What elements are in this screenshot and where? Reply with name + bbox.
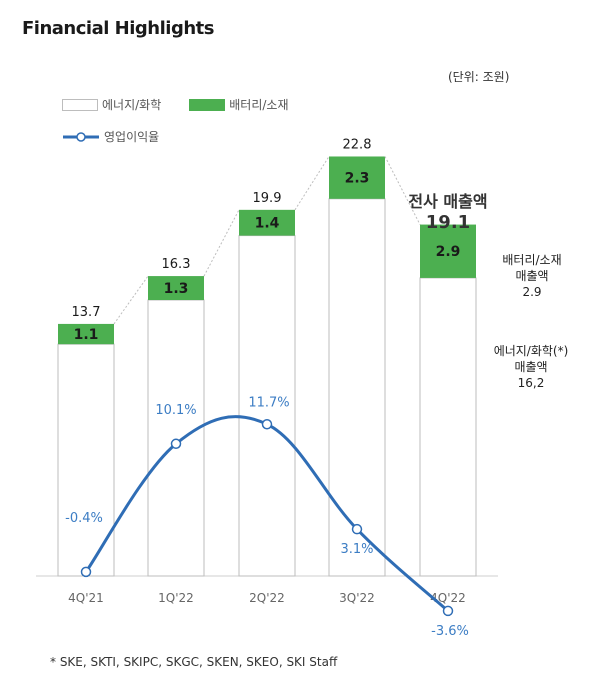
x-tick-label-4: 4Q'22 <box>430 591 466 605</box>
unit-note: (단위: 조원) <box>448 70 510 84</box>
battery-annotation-line1: 배터리/소재 <box>502 253 562 267</box>
legend-line-marker-icon <box>63 131 99 142</box>
x-tick-label-3: 3Q'22 <box>339 591 375 605</box>
battery-value-label-2: 1.4 <box>255 216 280 232</box>
battery-annotation-line2: 매출액 <box>515 269 549 283</box>
bar-energy-1 <box>147 299 205 577</box>
x-tick-label-1: 1Q'22 <box>158 591 194 605</box>
battery-value-label-4: 2.9 <box>436 244 461 260</box>
bar-battery-3 <box>329 156 385 199</box>
page-title: Financial Highlights <box>22 18 214 39</box>
battery-value-label-0: 1.1 <box>74 327 99 343</box>
legend-label-margin: 영업이익율 <box>104 130 160 144</box>
total-revenue-value: 19.1 <box>425 212 471 233</box>
energy-annotation-line3: 16,2 <box>517 376 545 390</box>
margin-point-3 <box>351 523 363 535</box>
margin-value-label-2: 11.7% <box>248 395 289 410</box>
bar-energy-2 <box>238 235 296 577</box>
legend-swatch-battery <box>189 98 226 111</box>
bar-connector-2 <box>294 156 330 211</box>
battery-value-label-3: 2.3 <box>345 171 370 187</box>
total-revenue-label: 전사 매출액 19.1 <box>398 188 498 233</box>
battery-annotation: 배터리/소재 매출액 2.9 <box>482 252 582 300</box>
bar-battery-4 <box>420 224 476 278</box>
margin-point-1 <box>170 438 182 450</box>
bar-battery-0 <box>58 323 114 345</box>
margin-value-label-4: -3.6% <box>431 624 469 639</box>
footnote: * SKE, SKTI, SKIPC, SKGC, SKEN, SKEO, SK… <box>50 655 338 669</box>
legend-row-line: 영업이익율 <box>62 128 159 145</box>
margin-point-2 <box>261 419 273 430</box>
bar-connector-3 <box>384 156 421 225</box>
x-tick-label-2: 2Q'22 <box>249 591 285 605</box>
margin-value-label-1: 10.1% <box>155 403 196 418</box>
total-revenue-title: 전사 매출액 <box>408 192 488 211</box>
energy-annotation-line2: 매출액 <box>514 360 548 374</box>
legend-label-battery: 배터리/소재 <box>229 98 289 112</box>
total-value-label-1: 16.3 <box>162 257 191 272</box>
total-value-label-3: 22.8 <box>343 137 372 152</box>
battery-annotation-line3: 2.9 <box>522 285 542 299</box>
bar-battery-2 <box>239 209 295 236</box>
bar-energy-3 <box>328 198 386 577</box>
bar-battery-1 <box>148 276 204 300</box>
bar-connector-1 <box>203 209 240 277</box>
energy-annotation: 에너지/화학(*) 매출액 16,2 <box>476 343 586 391</box>
margin-point-4 <box>442 605 454 617</box>
legend-label-energy: 에너지/화학 <box>102 98 162 112</box>
energy-annotation-line1: 에너지/화학(*) <box>493 344 569 358</box>
total-value-label-0: 13.7 <box>72 305 101 320</box>
margin-value-label-3: 3.1% <box>340 542 373 557</box>
margin-value-label-0: -0.4% <box>65 511 103 526</box>
battery-value-label-1: 1.3 <box>164 281 189 297</box>
x-tick-label-0: 4Q'21 <box>68 591 104 605</box>
total-value-label-2: 19.9 <box>253 191 282 206</box>
bar-energy-4 <box>419 277 477 577</box>
bar-connector-0 <box>113 275 149 325</box>
legend-row-bars: 에너지/화학 배터리/소재 <box>62 96 289 113</box>
margin-point-0 <box>80 566 92 578</box>
legend-swatch-energy <box>62 98 98 111</box>
